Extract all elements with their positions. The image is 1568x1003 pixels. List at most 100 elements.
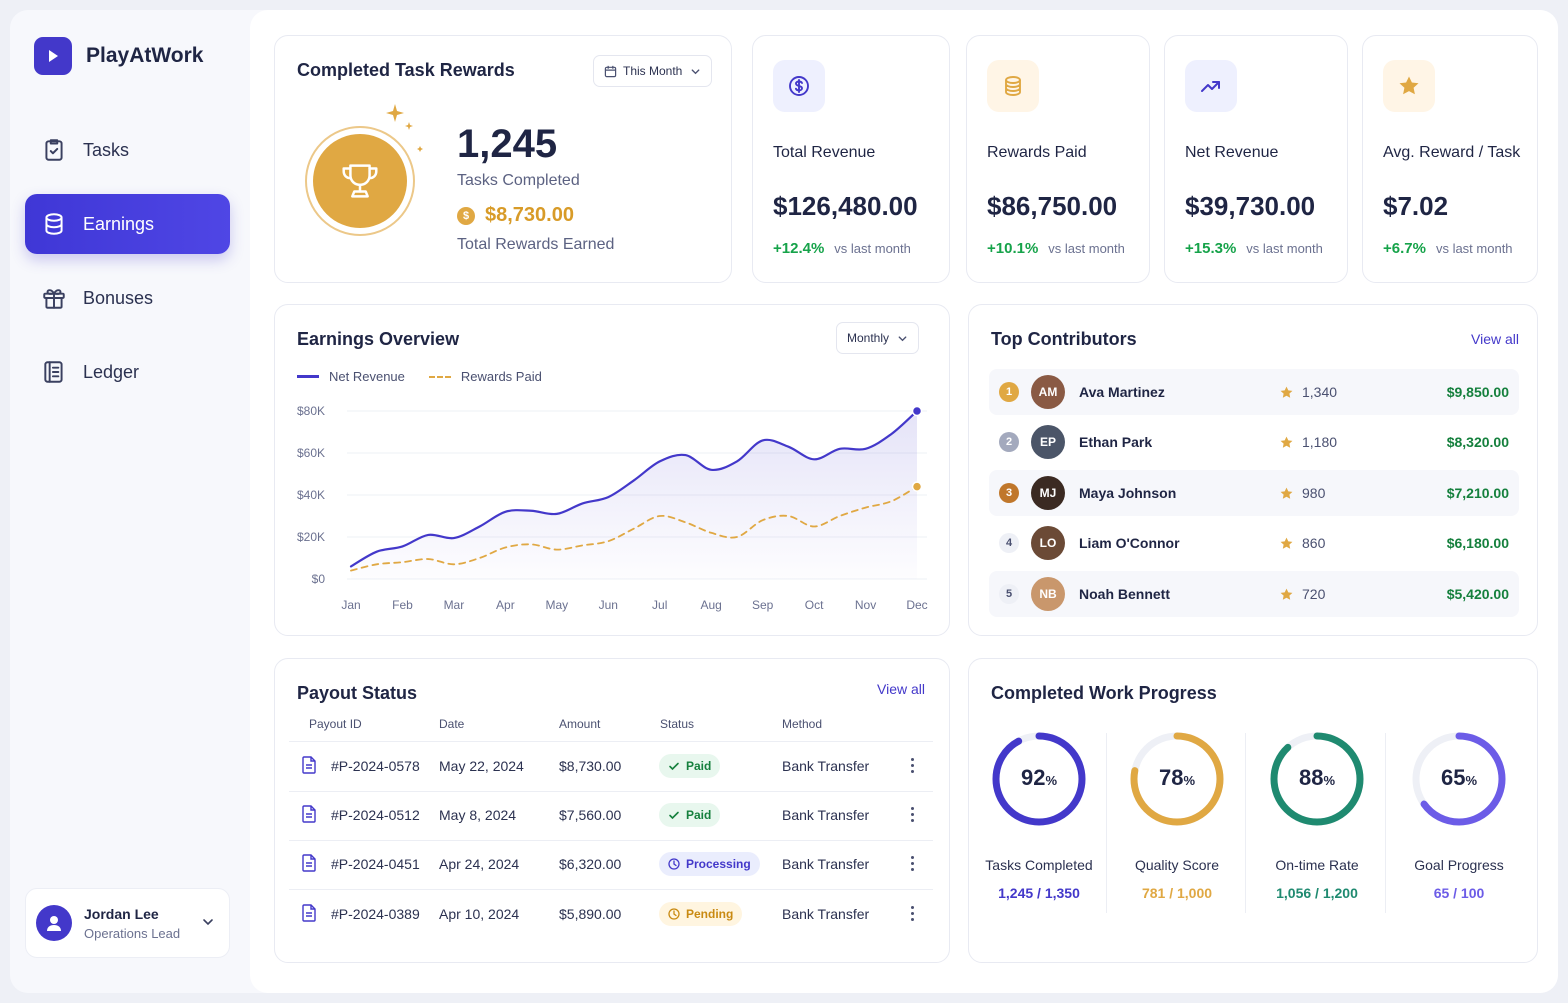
contributor-row[interactable]: 2 EP Ethan Park 1,180 $8,320.00 — [989, 419, 1519, 465]
table-divider — [289, 791, 933, 792]
user-name: Jordan Lee — [84, 905, 159, 922]
x-tick-label: Mar — [444, 598, 465, 612]
progress-ring: 65% — [1409, 729, 1509, 829]
payout-status-card: Payout Status View all Payout ID Date Am… — [274, 658, 950, 963]
more-options-icon[interactable] — [909, 856, 915, 874]
calendar-icon — [604, 65, 617, 77]
document-icon — [302, 904, 316, 922]
rank-badge: 5 — [999, 584, 1019, 604]
rewards-title: Completed Task Rewards — [297, 60, 515, 80]
payouts-view-all-link[interactable]: View all — [877, 681, 925, 697]
more-options-icon[interactable] — [909, 807, 915, 825]
kpi-value: $7.02 — [1383, 191, 1449, 221]
main-content: Completed Task Rewards This Month 1,245 … — [250, 10, 1558, 993]
sidebar-item-ledger[interactable]: Ledger — [25, 342, 230, 402]
kpi-value: $126,480.00 — [773, 191, 918, 221]
earnings-line-chart: $80K $60K $40K $20K $0 Jan Feb Mar Apr May Jun Jul A… — [297, 404, 928, 612]
y-tick-label: $40K — [297, 488, 325, 502]
payout-id: #P-2024-0451 — [331, 856, 420, 872]
database-icon — [45, 213, 63, 235]
period-select-value: This Month — [623, 64, 683, 78]
contributor-row[interactable]: 5 NB Noah Bennett 720 $5,420.00 — [989, 571, 1519, 617]
chart-legend: Net Revenue Rewards Paid — [297, 369, 542, 384]
table-row[interactable]: #P-2024-0389 Apr 10, 2024 $5,890.00 Pend… — [289, 890, 933, 939]
sidebar-item-earnings[interactable]: Earnings — [25, 194, 230, 254]
progress-percent: 78 — [1158, 765, 1184, 790]
sidebar-item-label: Earnings — [83, 213, 155, 234]
contributor-amount: $6,180.00 — [1446, 535, 1509, 551]
x-tick-label: Jul — [652, 598, 667, 612]
star-icon — [1280, 487, 1293, 499]
contributor-amount: $8,320.00 — [1446, 434, 1509, 450]
document-icon — [302, 805, 316, 823]
sidebar-item-bonuses[interactable]: Bonuses — [25, 268, 230, 328]
contributor-score: 980 — [1302, 485, 1326, 501]
contributor-row[interactable]: 4 LO Liam O'Connor 860 $6,180.00 — [989, 520, 1519, 566]
progress-label: Tasks Completed — [985, 857, 1093, 873]
net-revenue-end-point — [911, 405, 923, 417]
chevron-down-icon — [898, 335, 907, 341]
payout-amount: $7,560.00 — [559, 807, 622, 823]
star-icon — [1280, 537, 1293, 549]
table-row[interactable]: #P-2024-0578 May 22, 2024 $8,730.00 Paid… — [289, 742, 933, 791]
dollar-circle-icon — [773, 60, 825, 112]
contributors-view-all-link[interactable]: View all — [1471, 331, 1519, 347]
sidebar: PlayAtWork Tasks Earnings Bonuses Ledger — [10, 10, 250, 993]
work-progress-title: Completed Work Progress — [991, 683, 1217, 703]
payout-date: May 22, 2024 — [439, 758, 524, 774]
progress-detail: 65 / 100 — [1433, 885, 1485, 901]
app-logo[interactable]: PlayAtWork — [34, 37, 203, 75]
more-options-icon[interactable] — [909, 758, 915, 776]
sidebar-item-label: Ledger — [83, 361, 140, 382]
contributor-name: Noah Bennett — [1079, 586, 1170, 602]
progress-percent: 88 — [1298, 765, 1324, 790]
contributor-score: 860 — [1302, 535, 1326, 551]
payout-method: Bank Transfer — [782, 856, 870, 872]
kpi-value: $39,730.00 — [1185, 191, 1316, 221]
y-tick-label: $80K — [297, 404, 325, 418]
user-menu[interactable]: Jordan Lee Operations Lead — [25, 888, 230, 958]
period-select[interactable]: This Month — [593, 55, 713, 87]
table-divider — [289, 889, 933, 890]
table-divider — [289, 840, 933, 841]
progress-ring-fill — [992, 732, 1086, 826]
column-header-payout-id: Payout ID — [309, 717, 362, 731]
payout-amount: $5,890.00 — [559, 906, 622, 922]
kpi-note: vs last month — [1435, 241, 1513, 256]
contributor-name: Liam O'Connor — [1079, 535, 1180, 551]
table-row[interactable]: #P-2024-0451 Apr 24, 2024 $6,320.00 Proc… — [289, 840, 933, 889]
sidebar-item-tasks[interactable]: Tasks — [25, 120, 230, 180]
total-rewards-amount: $ $8,730.00 — [457, 204, 574, 227]
avatar: EP — [1031, 425, 1065, 459]
kpi-delta: +10.1% — [987, 240, 1039, 257]
progress-item-on-time-rate: 88% On-time Rate 1,056 / 1,200 — [1252, 729, 1382, 901]
payout-id: #P-2024-0512 — [331, 807, 420, 823]
contributor-amount: $9,850.00 — [1446, 384, 1509, 400]
table-row[interactable]: #P-2024-0512 May 8, 2024 $7,560.00 Paid … — [289, 791, 933, 840]
contributor-name: Maya Johnson — [1079, 485, 1177, 501]
payout-date: Apr 24, 2024 — [439, 856, 520, 872]
check-icon — [669, 811, 679, 820]
payout-id: #P-2024-0578 — [331, 758, 420, 774]
kpi-note: vs last month — [1246, 241, 1323, 256]
avatar: MJ — [1031, 476, 1065, 510]
column-header-date: Date — [439, 717, 465, 731]
y-tick-label: $20K — [297, 530, 325, 544]
net-revenue-area — [351, 411, 917, 579]
user-avatar-icon — [36, 905, 72, 941]
x-tick-label: Oct — [805, 598, 824, 612]
more-options-icon[interactable] — [909, 906, 915, 924]
kpi-delta: +15.3% — [1185, 240, 1237, 257]
contributor-row[interactable]: 3 MJ Maya Johnson 980 $7,210.00 — [989, 470, 1519, 516]
progress-item-quality-score: 78% Quality Score 781 / 1,000 — [1112, 729, 1242, 901]
table-divider — [289, 741, 933, 742]
percent-unit: % — [1183, 773, 1196, 788]
payout-amount: $8,730.00 — [559, 758, 622, 774]
kpi-card-total-revenue: Total Revenue $126,480.00 +12.4% vs last … — [752, 35, 950, 283]
progress-detail: 1,245 / 1,350 — [998, 885, 1080, 901]
chevron-down-icon[interactable] — [201, 915, 215, 929]
overview-period-select[interactable]: Monthly — [836, 322, 920, 354]
contributor-row[interactable]: 1 AM Ava Martinez 1,340 $9,850.00 — [989, 369, 1519, 415]
progress-item-tasks-completed: 92% Tasks Completed 1,245 / 1,350 — [974, 729, 1104, 901]
tasks-completed-count: 1,245 — [457, 122, 558, 166]
